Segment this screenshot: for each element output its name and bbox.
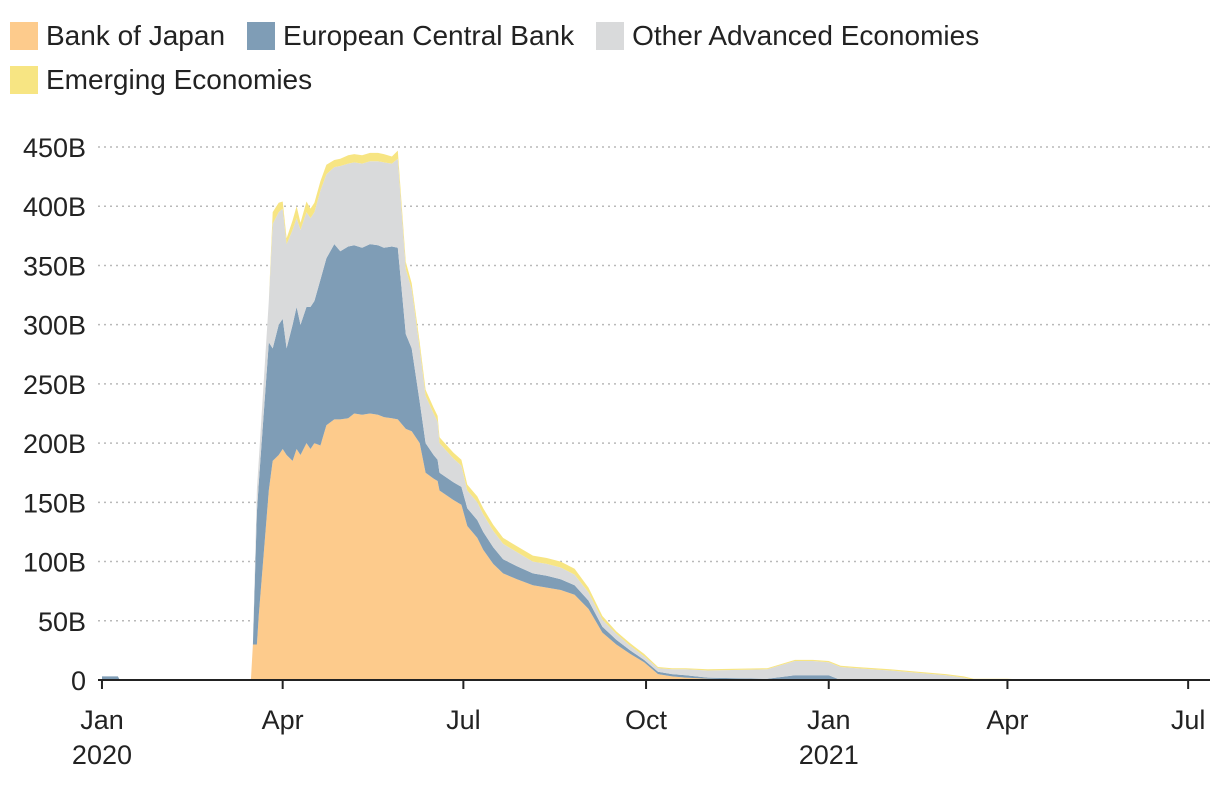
legend-label: European Central Bank — [283, 20, 575, 51]
legend-item: European Central Bank — [247, 14, 574, 58]
x-axis: Jan 2020 Apr Jul Oct Jan 2021 Apr Jul — [72, 679, 1210, 770]
x-tick-label: Jan — [80, 705, 124, 735]
y-tick-label: 0 — [71, 666, 86, 696]
legend-swatch — [596, 22, 625, 50]
stacked-areas — [102, 150, 1036, 681]
area-series-european-central-bank — [102, 244, 1036, 680]
legend-item: Bank of Japan — [10, 14, 225, 58]
y-tick-label: 400B — [23, 192, 86, 222]
y-tick-label: 50B — [38, 607, 86, 637]
x-tick-label: Oct — [625, 705, 668, 735]
x-tick-label: Jul — [1171, 705, 1206, 735]
area-series-other-advanced-economies — [102, 158, 1036, 681]
y-axis: 0 50B 100B 150B 200B 250B 300B 350B 400B 450B — [23, 133, 86, 696]
legend-label: Other Advanced Economies — [632, 20, 980, 51]
y-tick-label: 100B — [23, 548, 86, 578]
x-tick-label: Jul — [446, 705, 481, 735]
legend-swatch — [247, 22, 276, 50]
x-tick-year-label: 2021 — [799, 740, 859, 770]
area-series-bank-of-japan — [102, 413, 1036, 680]
legend-swatch — [10, 66, 38, 94]
y-tick-label: 150B — [23, 488, 86, 518]
x-tick-label: Apr — [986, 705, 1028, 735]
legend-item: Other Advanced Economies — [596, 14, 979, 58]
y-tick-label: 350B — [23, 251, 86, 281]
legend-swatch — [10, 22, 38, 50]
y-tick-label: 250B — [23, 370, 86, 400]
x-tick-label: Jan — [807, 705, 851, 735]
y-tick-label: 300B — [23, 311, 86, 341]
legend-label: Bank of Japan — [46, 20, 226, 51]
y-tick-label: 200B — [23, 429, 86, 459]
legend-label: Emerging Economies — [46, 64, 313, 95]
y-tick-label: 450B — [23, 133, 86, 163]
legend-item: Emerging Economies — [10, 58, 312, 102]
legend: Bank of Japan European Central Bank Other … — [10, 14, 1210, 102]
x-tick-year-label: 2020 — [72, 740, 132, 770]
x-tick-label: Apr — [262, 705, 304, 735]
